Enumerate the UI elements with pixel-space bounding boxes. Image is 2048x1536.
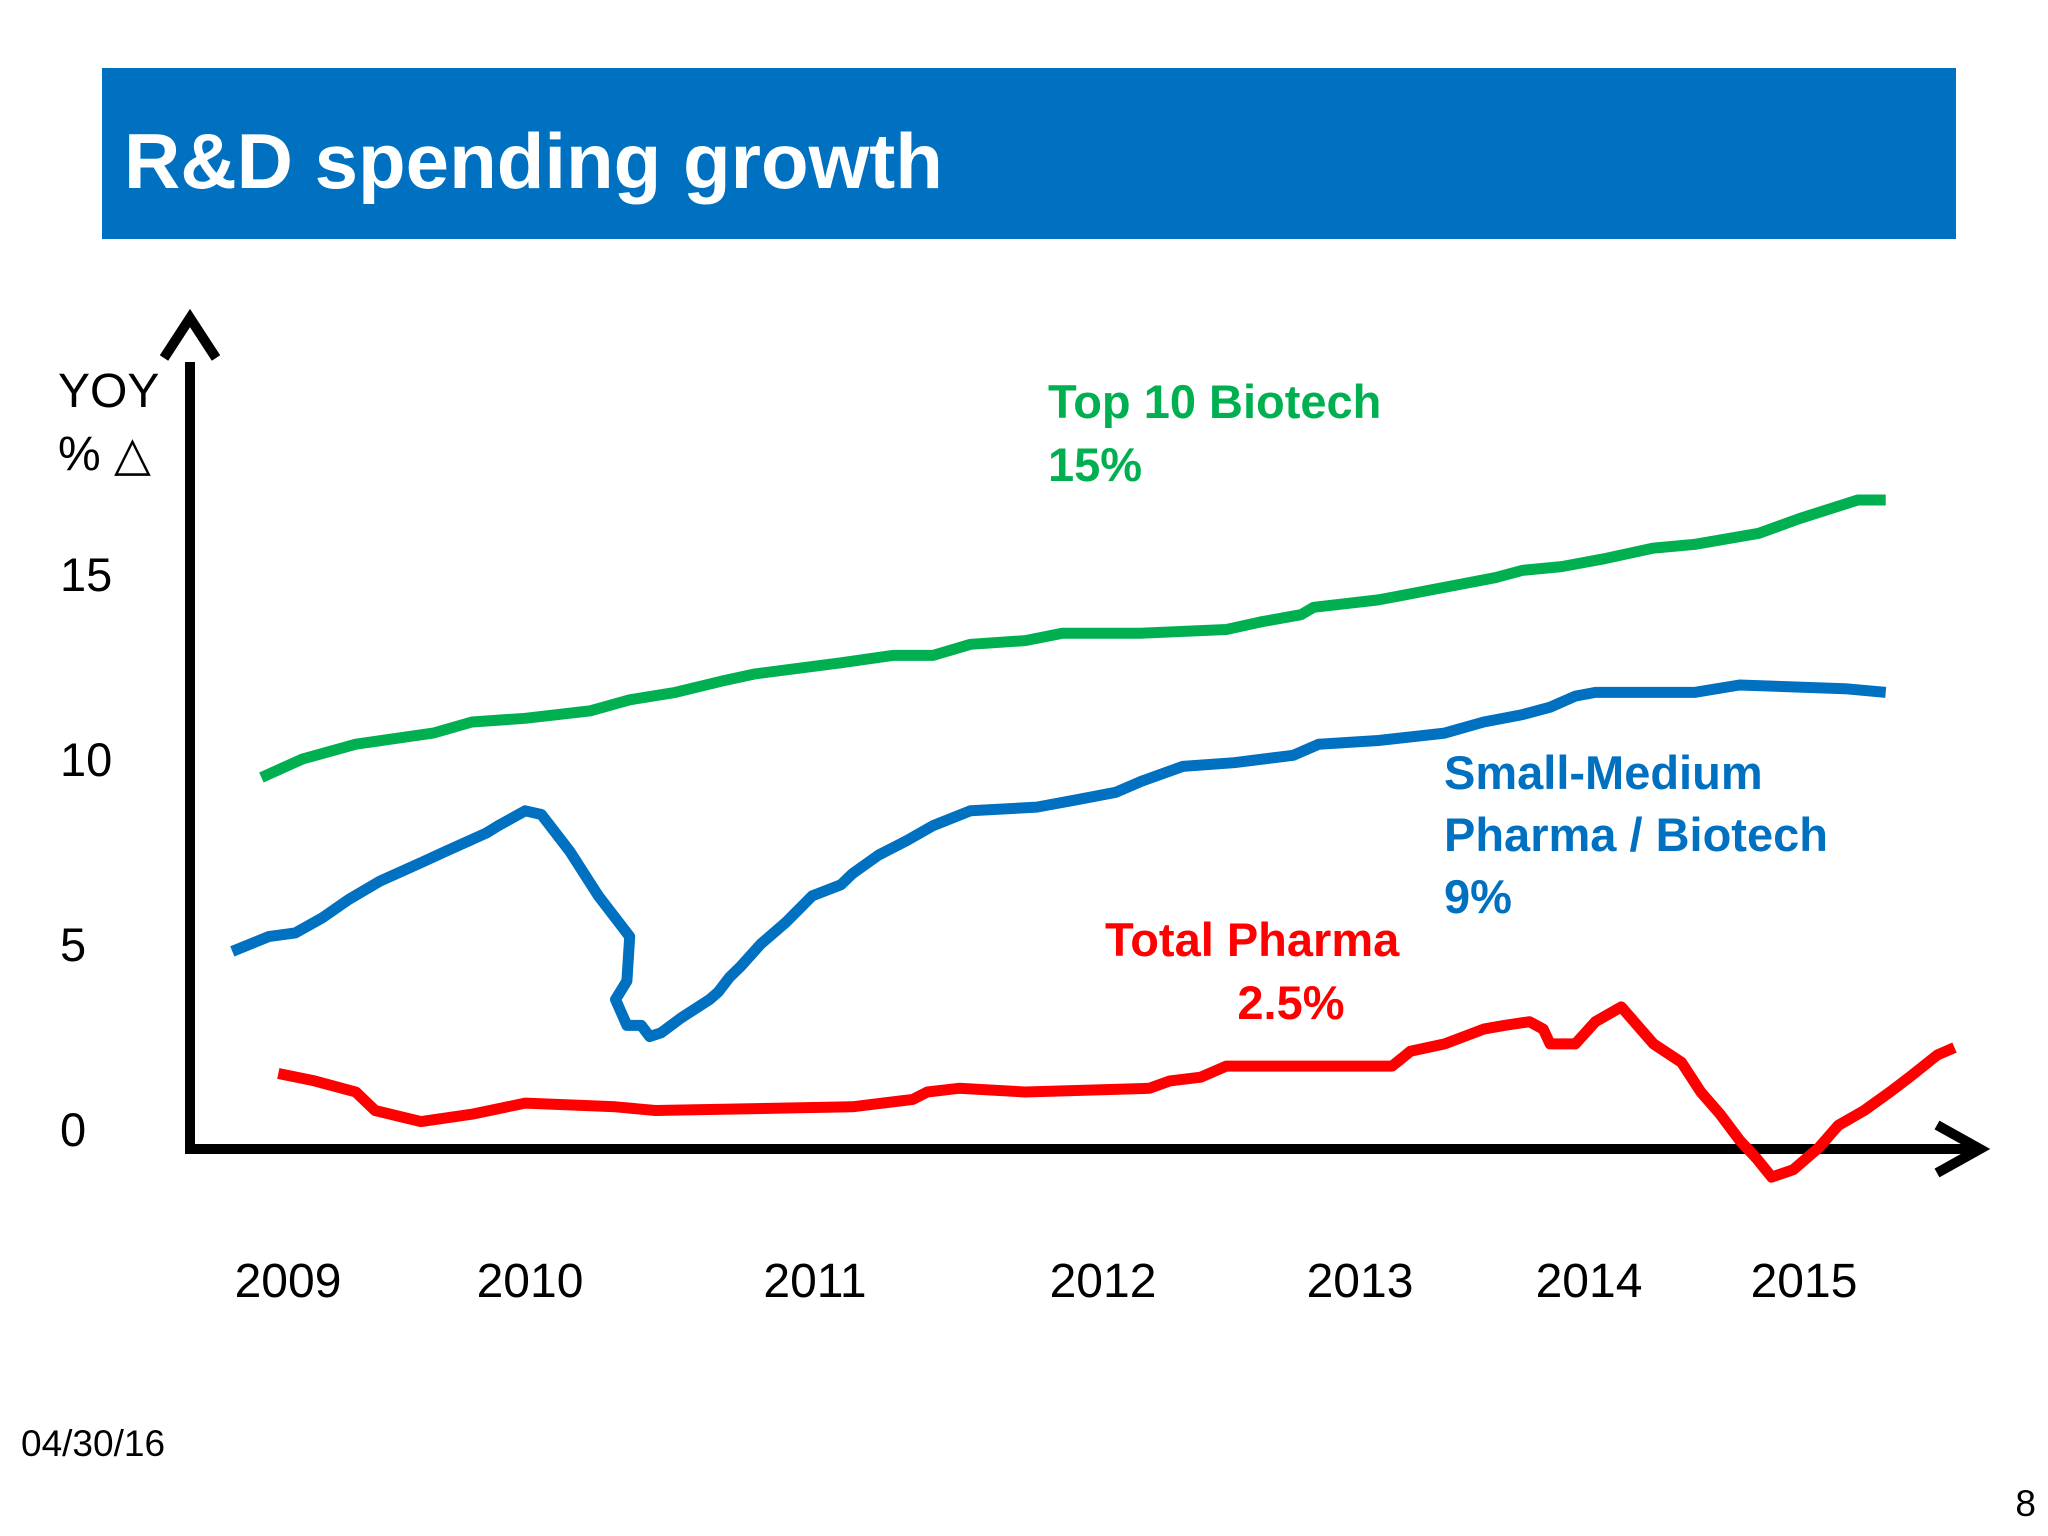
x-tick-label: 2009 xyxy=(235,1255,342,1308)
y-axis-label-line2: % △ xyxy=(58,428,151,481)
series-line-small-medium-pharma-biotech xyxy=(230,679,1887,1042)
label-small-medium-line1: Small-Medium xyxy=(1444,746,1763,799)
title-banner xyxy=(102,68,1956,239)
value-total-pharma: 2.5% xyxy=(1237,976,1344,1029)
page-number: 8 xyxy=(2015,1483,2036,1524)
y-tick-label: 0 xyxy=(60,1103,86,1156)
y-axis xyxy=(159,308,221,1150)
y-tick-label: 10 xyxy=(60,733,112,786)
label-total-pharma: Total Pharma xyxy=(1105,913,1400,966)
x-tick-label: 2010 xyxy=(477,1255,584,1308)
x-axis-arrow-icon xyxy=(1934,1120,1991,1178)
slide-title: R&D spending growth xyxy=(124,117,943,205)
value-small-medium: 9% xyxy=(1444,870,1512,923)
series-line-top-10-biotech xyxy=(259,494,1886,783)
x-tick-label: 2012 xyxy=(1050,1255,1157,1308)
series-line-total-pharma xyxy=(277,1001,1957,1183)
label-top10-biotech: Top 10 Biotech xyxy=(1048,375,1381,428)
x-tick-label: 2014 xyxy=(1536,1255,1643,1308)
x-tick-label: 2013 xyxy=(1307,1255,1414,1308)
label-small-medium-line2: Pharma / Biotech xyxy=(1444,808,1828,861)
x-tick-label: 2011 xyxy=(763,1255,866,1308)
slide-date: 04/30/16 xyxy=(21,1423,165,1464)
x-tick-label: 2015 xyxy=(1751,1255,1858,1308)
y-axis-label-line1: YOY xyxy=(58,365,159,418)
y-axis-arrow-icon xyxy=(159,308,221,361)
y-tick-label: 5 xyxy=(60,918,86,971)
y-tick-label: 15 xyxy=(60,548,112,601)
value-top10-biotech: 15% xyxy=(1048,438,1142,491)
x-axis xyxy=(185,1120,1991,1178)
